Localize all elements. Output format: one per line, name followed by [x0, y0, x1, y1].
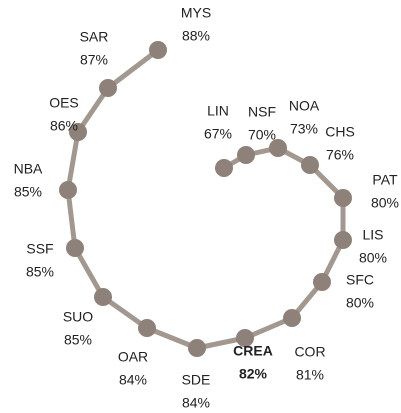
category-label: SFC: [346, 272, 374, 288]
value-label: 88%: [182, 28, 210, 44]
value-label: 73%: [290, 121, 318, 137]
point: [334, 231, 352, 249]
category-label: OAR: [118, 349, 148, 365]
value-label: 85%: [26, 264, 54, 280]
category-label: CREA: [233, 343, 273, 359]
category-label: CHS: [325, 124, 355, 140]
category-label: LIS: [362, 227, 383, 243]
value-label: 85%: [64, 332, 92, 348]
value-label: 87%: [80, 52, 108, 68]
category-label: MYS: [181, 5, 211, 21]
point: [59, 181, 77, 199]
value-label: 81%: [296, 367, 324, 383]
category-label: LIN: [207, 103, 229, 119]
category-label: SAR: [80, 29, 109, 45]
point: [149, 41, 167, 59]
point: [188, 339, 206, 357]
point: [94, 288, 112, 306]
point: [138, 319, 156, 337]
category-label: SUO: [63, 309, 93, 325]
value-label: 80%: [371, 195, 399, 211]
point: [283, 309, 301, 327]
value-label: 67%: [204, 126, 232, 142]
value-label: 86%: [50, 118, 78, 134]
point: [269, 139, 287, 157]
value-label: 80%: [346, 295, 374, 311]
category-label: PAT: [372, 172, 398, 188]
value-label: 82%: [239, 366, 268, 382]
category-label: OES: [49, 95, 79, 111]
value-label: 85%: [14, 184, 42, 200]
value-label: 84%: [119, 372, 147, 388]
point: [236, 329, 254, 347]
point: [334, 189, 352, 207]
value-label: 70%: [248, 127, 276, 143]
category-label: SDE: [182, 372, 211, 388]
point: [99, 79, 117, 97]
point: [301, 156, 319, 174]
category-label: SSF: [26, 241, 53, 257]
value-label: 76%: [326, 147, 354, 163]
point: [66, 239, 84, 257]
category-label: NOA: [289, 98, 320, 114]
value-label: 84%: [182, 395, 210, 411]
point: [69, 123, 87, 141]
point: [313, 273, 331, 291]
point: [215, 159, 233, 177]
category-label: COR: [294, 344, 325, 360]
value-label: 80%: [359, 250, 387, 266]
category-label: NBA: [14, 161, 43, 177]
category-label: NSF: [248, 104, 276, 120]
point: [237, 146, 255, 164]
